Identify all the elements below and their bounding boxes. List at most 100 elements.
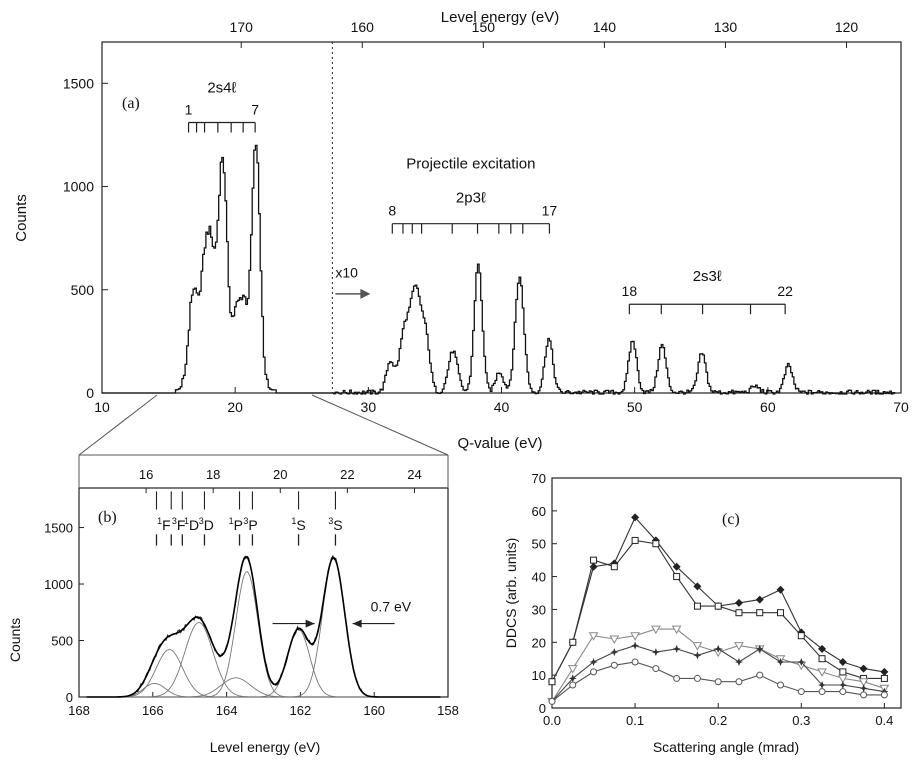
panel-a-y-tick-label: 0 [86,385,94,401]
panel-b-term-label: 3F [172,516,186,533]
panel-b-y-tick-label: 0 [66,690,73,705]
panel-c-marker-star [693,651,702,660]
panel-c-marker-circle [714,678,722,686]
panel-c-marker-square [839,668,847,676]
panel-c-x-tick-label: 0.3 [792,713,810,728]
panel-a-spectrum-line [102,144,896,395]
panel-c-marker-square [777,609,785,617]
panel-c-marker-diamond-filled [631,513,640,522]
term-superscript: 3 [172,516,177,526]
x10-arrow-head [360,288,371,299]
term-superscript: 3 [243,516,248,526]
panel-c-marker-circle [860,691,868,699]
panel-c-marker-circle [548,697,556,705]
projectile-excitation-title: Projectile excitation [406,156,535,173]
panel-c-marker-diamond-filled [672,562,681,571]
panel-b-term-label: 1F [157,516,171,533]
panel-c-y-tick-label: 60 [532,504,546,519]
panel-c-x-axis-label: Scattering angle (mrad) [653,739,799,755]
panel-c-marker-triangle-down [609,635,620,645]
fwhm-right-arrow-head [352,619,362,628]
panel-c-y-tick-label: 10 [532,668,546,683]
panel-a-top-axis-label: Level energy (eV) [441,9,559,26]
panel-c-marker-circle [735,678,743,686]
panel-a-y-tick-label: 500 [71,282,95,298]
panel-c-marker-diamond-filled [755,595,764,604]
panel-c-marker-diamond-filled [880,667,889,676]
term-superscript: 1 [229,516,234,526]
term-letter: D [204,517,214,533]
panel-c-marker-star [734,658,743,666]
fwhm-label: 0.7 eV [371,599,412,615]
panel-b-x-tick-label: 162 [290,703,312,718]
panel-b-label: (b) [98,509,117,526]
fwhm-left-arrow-head [305,619,315,628]
panel-b-x-tick-label: 166 [142,703,164,718]
panel-b-chart: Level energy (eV) Counts (b) 168 166 164 16… [7,394,459,755]
panel-a-y-axis-label: Counts [13,194,30,242]
panel-a-top-tick-label: 170 [230,19,254,35]
panel-c-label: (c) [722,511,740,528]
panel-b-x-tick-label: 164 [216,703,238,718]
panel-a-label: (a) [122,95,140,112]
panel-c-marker-circle [818,688,826,696]
panel-c-marker-triangle-down [567,665,578,674]
panel-c-marker-square [673,573,681,581]
panel-c-y-tick-label: 50 [532,537,546,552]
group-2p3l-first-label: 8 [388,203,396,219]
panel-c-marker-circle [569,681,577,689]
panel-b-y-axis-label: Counts [7,618,23,662]
panel-c-marker-triangle-down [837,674,848,684]
panel-c-marker-square [693,602,701,610]
panel-c-x-tick-label: 0.2 [709,713,727,728]
panel-a-x-tick-label: 40 [494,399,510,415]
panel-a-x-tick-label: 50 [627,399,643,415]
panel-b-y-tick-label: 1000 [44,577,73,592]
panel-c-marker-circle [839,688,847,696]
group-2s4l-title: 2s4ℓ [207,80,236,97]
panel-c-y-axis-label: DDCS (arb. units) [503,538,519,648]
group-2p3l-last-label: 17 [542,203,558,219]
panel-b-term-label: 3D [199,516,214,533]
panel-c-marker-diamond-filled [693,582,702,591]
panel-b-top-tick-label: 18 [206,467,220,482]
panel-c-series-line [551,539,885,682]
panel-c-marker-star [568,674,577,683]
panel-c-marker-star [859,684,868,693]
panel-c-marker-triangle-down [734,642,744,651]
term-letter: S [296,517,305,533]
panel-b-component-curve [86,571,441,698]
panel-a-top-tick-label: 160 [351,19,375,35]
panel-c-marker-circle [693,674,701,682]
panel-c-marker-star [714,644,723,653]
panel-b-top-tick-label: 24 [407,467,421,482]
panel-b-top-tick-label: 16 [139,467,153,482]
panel-c-marker-star [631,641,640,650]
panel-a-x-axis-label: Q-value (eV) [457,435,542,452]
panel-c-marker-circle [652,665,660,673]
zoom-connector-left [78,394,158,456]
group-2s3l-last-label: 22 [777,283,793,299]
panel-c-y-tick-label: 40 [532,570,546,585]
panel-a-x-tick-label: 10 [94,399,110,415]
term-letter: F [177,517,186,533]
panel-c-marker-triangle-down [817,668,827,677]
term-letter: S [333,517,342,533]
panel-b-term-label: 1D [184,516,199,533]
panel-c-x-tick-label: 0.0 [543,713,561,728]
panel-a-x-tick-label: 70 [893,399,909,415]
panel-c-x-tick-label: 0.1 [626,713,644,728]
panel-c-y-tick-label: 30 [532,602,546,617]
zoom-connector-right [311,394,449,456]
panel-c-marker-star [797,658,806,666]
panel-a-top-tick-label: 140 [593,19,617,35]
panel-c-marker-star [610,648,619,657]
term-superscript: 1 [291,516,296,526]
panel-b-x-tick-label: 160 [363,703,385,718]
panel-b-top-tick-label: 20 [273,467,287,482]
group-2p3l-title: 2p3ℓ [456,190,486,207]
panel-c-marker-star [755,644,764,653]
panel-b-frame [78,487,449,698]
panel-b-y-tick-label: 500 [51,634,73,649]
